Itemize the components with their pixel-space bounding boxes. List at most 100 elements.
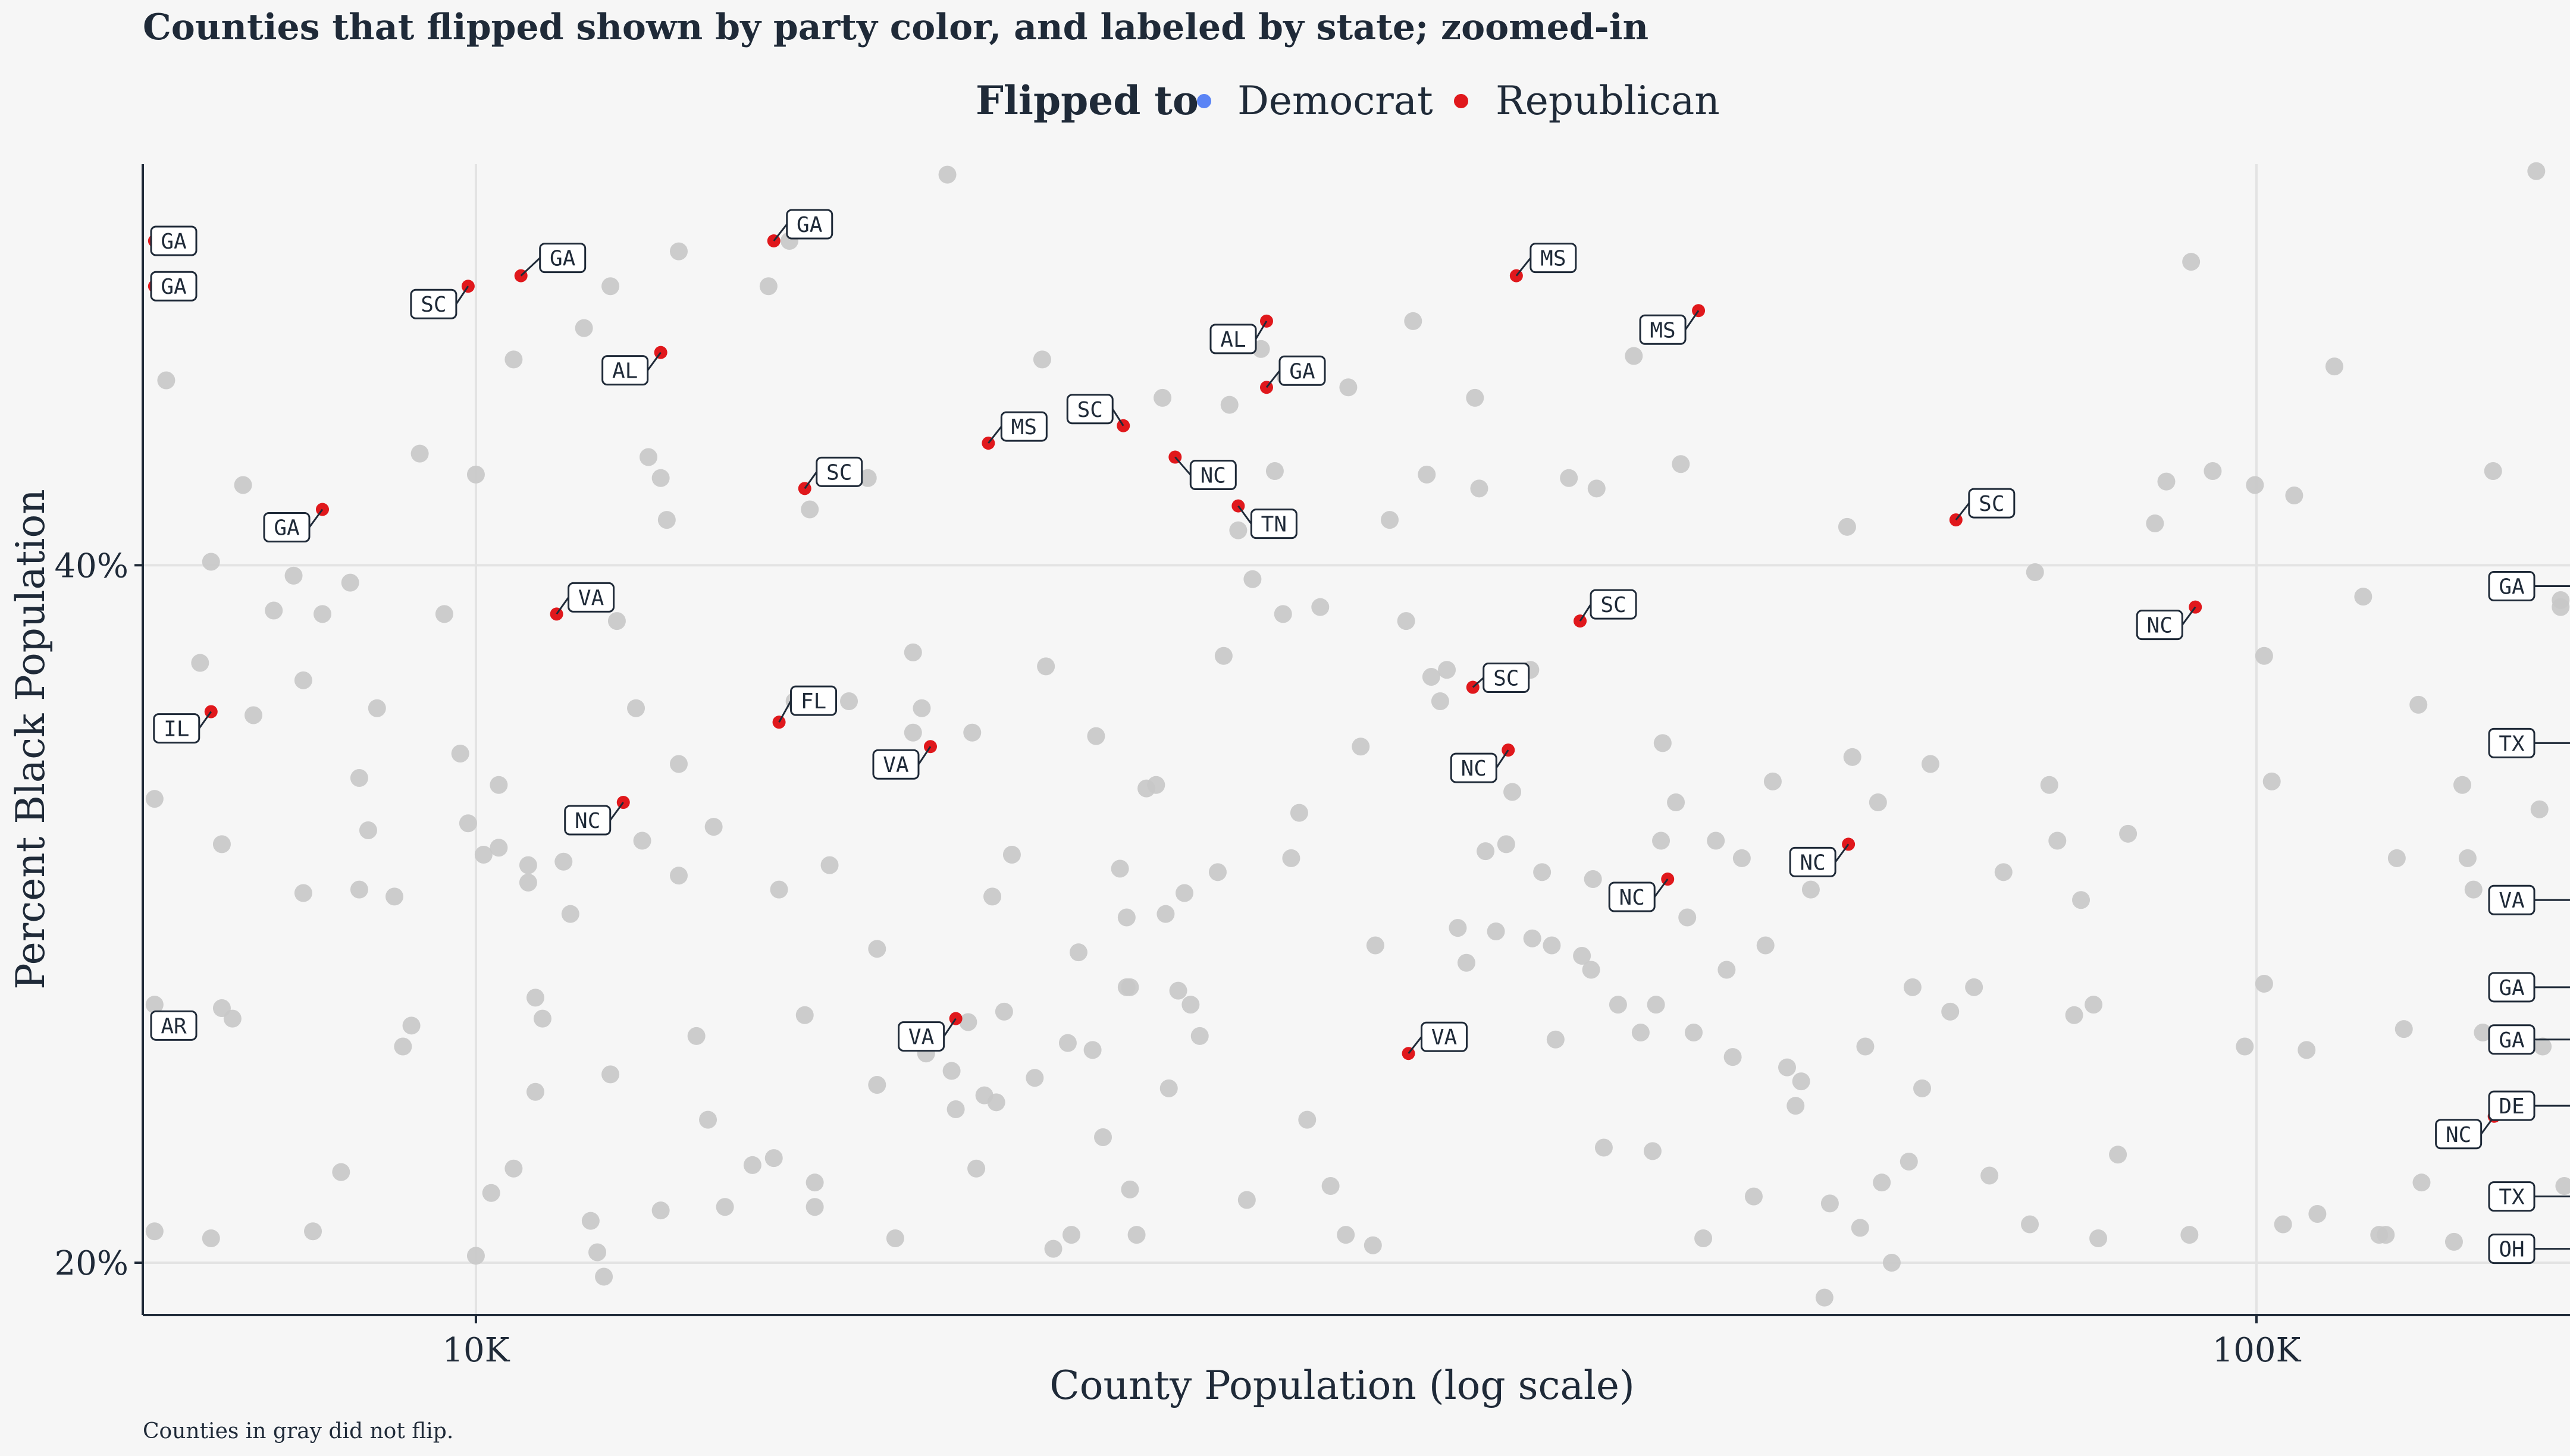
gray-point <box>1678 908 1697 927</box>
gray-point <box>223 1009 242 1028</box>
gray-point <box>245 706 263 724</box>
gray-point <box>1321 1177 1340 1195</box>
gray-point <box>1044 1240 1063 1258</box>
gray-point <box>1903 978 1922 996</box>
state-label: VA <box>2499 889 2525 913</box>
gray-point <box>1181 996 1200 1014</box>
gray-point <box>1815 1288 1834 1307</box>
label-connector <box>773 224 788 241</box>
label-connector <box>1684 310 1700 331</box>
state-label-group: IL <box>153 711 212 744</box>
gray-point <box>2474 1024 2492 1042</box>
gray-point <box>1965 978 1983 996</box>
state-label-box <box>2488 1090 2535 1121</box>
gray-point <box>526 1082 544 1101</box>
gray-point <box>1778 1058 1796 1077</box>
state-label-box <box>150 225 198 256</box>
gray-point <box>967 1159 986 1178</box>
gray-point <box>627 699 645 717</box>
state-label: AR <box>161 1014 187 1038</box>
gray-point <box>1980 1166 1999 1185</box>
x-axis-title: County Population (log scale) <box>1049 1363 1635 1408</box>
gray-point <box>770 880 788 899</box>
state-label: VA <box>1431 1025 1458 1050</box>
state-label-box <box>2488 884 2535 915</box>
gray-point <box>687 1027 706 1045</box>
gray-point <box>1470 479 1488 498</box>
label-connector <box>1472 677 1484 688</box>
state-label: MS <box>1650 318 1675 343</box>
state-label-box <box>1278 355 1326 386</box>
gray-point <box>350 769 368 787</box>
gray-point <box>2534 1037 2552 1056</box>
state-label: NC <box>1201 464 1226 488</box>
state-label-group: DE <box>2488 1090 2570 1121</box>
state-label: NC <box>2446 1123 2471 1147</box>
state-label: MS <box>1011 415 1037 440</box>
gray-point <box>1121 1180 1139 1198</box>
gray-point <box>474 846 493 864</box>
state-label-group: GA <box>2488 972 2570 1003</box>
state-label-box <box>1968 488 2016 519</box>
gray-point <box>806 1198 824 1216</box>
gray-point <box>1882 1254 1901 1272</box>
state-label-group: SC <box>1955 488 2016 521</box>
gray-point <box>1838 517 1856 536</box>
gray-point <box>410 444 429 463</box>
state-label-box <box>2488 727 2535 758</box>
y-axis-title: Percent Black Population <box>8 489 54 990</box>
gray-point <box>1290 804 1308 822</box>
state-label: OH <box>2499 1238 2524 1262</box>
gray-point <box>1033 350 1051 369</box>
state-label-group: OH <box>2488 1234 2570 1264</box>
gray-point <box>294 671 312 689</box>
gray-point <box>2387 849 2406 867</box>
x-tick-label: 100K <box>2212 1331 2302 1370</box>
state-label-group: TX <box>2488 727 2570 758</box>
gray-point <box>801 500 819 519</box>
not-flipped-points <box>145 162 2570 1307</box>
gray-point <box>2021 1215 2039 1234</box>
gray-point <box>743 1156 761 1174</box>
gray-point <box>1667 793 1685 812</box>
state-label-group: GA <box>263 509 324 542</box>
legend: Flipped to Democrat Republican <box>976 77 1720 124</box>
gray-point <box>1763 772 1782 790</box>
gray-point <box>2180 1226 2199 1244</box>
state-label-group: SC <box>1066 394 1124 426</box>
gray-point <box>868 940 886 958</box>
gray-point <box>1856 1037 1875 1056</box>
gray-point <box>2204 462 2222 480</box>
gray-point <box>145 996 164 1014</box>
gray-point <box>651 469 670 487</box>
state-label-box <box>568 582 615 613</box>
x-tick-label: 10K <box>442 1331 510 1370</box>
label-connector <box>609 802 624 821</box>
label-connector <box>1955 503 1970 521</box>
gray-point <box>402 1016 421 1035</box>
gray-point <box>332 1163 350 1181</box>
state-label-box <box>1421 1021 1468 1052</box>
gray-point <box>1431 692 1449 710</box>
state-label-group: SC <box>804 456 863 489</box>
y-tick-label: 40% <box>55 547 128 585</box>
state-label-box <box>153 713 200 744</box>
gray-point <box>1220 396 1239 414</box>
gray-point <box>2274 1215 2292 1234</box>
legend-label-democrat: Democrat <box>1237 78 1433 124</box>
gray-point <box>561 905 579 923</box>
gray-point <box>1237 1191 1256 1209</box>
gray-point <box>2409 695 2428 714</box>
label-connector <box>2182 606 2196 626</box>
gray-point <box>2458 849 2477 867</box>
label-connector <box>556 597 569 615</box>
state-label-box <box>1066 394 1114 425</box>
state-label-group: GA <box>2488 571 2570 601</box>
gray-point <box>820 856 839 874</box>
gray-point <box>699 1110 717 1129</box>
gray-point <box>2157 472 2176 491</box>
gray-point <box>1366 936 1384 955</box>
gray-point <box>2040 776 2058 794</box>
gray-point <box>145 1222 164 1241</box>
